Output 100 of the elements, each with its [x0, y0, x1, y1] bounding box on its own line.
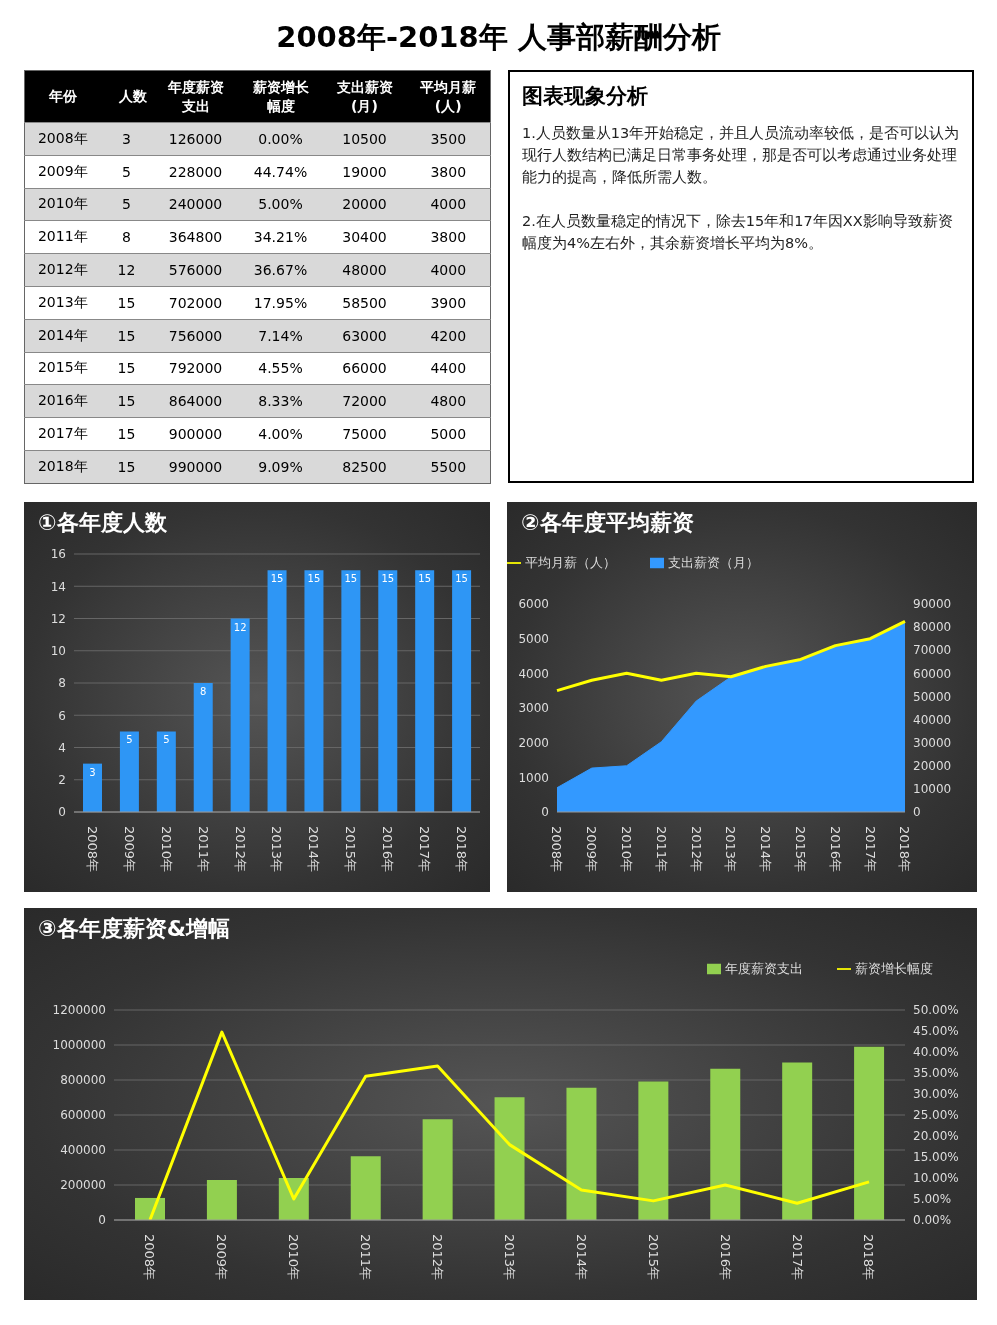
data-label: 4200 — [406, 319, 491, 353]
bar — [378, 569, 398, 812]
data-label: 228000 — [152, 155, 239, 189]
x-tick-label: 2017年 — [789, 1233, 805, 1280]
legend-label: 薪资增长幅度 — [855, 960, 933, 976]
data-label: 7.14% — [238, 319, 323, 353]
data-label: 34.21% — [238, 220, 323, 254]
data-label: 15 — [418, 572, 432, 584]
y-tick-label: 2 — [58, 772, 66, 787]
data-label: 756000 — [152, 319, 239, 353]
bar — [854, 1046, 885, 1220]
data-label: 12 — [100, 253, 153, 287]
data-label: 3800 — [406, 155, 491, 189]
y-tick-label: 4000 — [518, 666, 549, 681]
y-tick-label: 0 — [541, 805, 549, 820]
y2-tick-label: 0 — [913, 805, 921, 820]
data-label: 240000 — [152, 188, 239, 221]
text: 2.在人员数量稳定的情况下，除去15年和17年因XX影响导致薪资幅度为4%左右外，其余薪资增长平均为8%。 — [522, 212, 954, 253]
data-label: 3 — [89, 766, 96, 778]
legend-label: 平均月薪（人） — [525, 554, 616, 570]
x-tick-label: 2012年 — [430, 1233, 446, 1280]
y2-tick-label: 90000 — [913, 597, 952, 612]
x-tick-label: 2018年 — [861, 1233, 877, 1280]
bar — [304, 569, 324, 812]
data-label: 4000 — [406, 253, 491, 287]
y-tick-label: 2018年 — [24, 450, 101, 484]
y-tick-label: 800000 — [60, 1073, 106, 1088]
data-label: 126000 — [152, 122, 239, 156]
bar — [782, 1062, 813, 1220]
x-tick-label: 2018年 — [897, 825, 913, 872]
data-label: 900000 — [152, 417, 239, 451]
data-label: 5.00% — [238, 188, 323, 221]
y-tick-label: 2011年 — [24, 220, 101, 254]
x-tick-label: 2011年 — [653, 825, 669, 872]
x-tick-label: 2017年 — [862, 825, 878, 872]
y-tick-label: 16 — [50, 547, 66, 562]
bar — [415, 569, 435, 812]
data-label: 0.00% — [238, 122, 323, 156]
line-series — [148, 1030, 871, 1220]
data-label: 4.55% — [238, 352, 323, 385]
y2-tick-label: 10000 — [913, 781, 952, 796]
legend-label: 支出薪资（月） — [668, 554, 759, 570]
data-label: 15 — [455, 572, 468, 584]
y-tick-label: 6 — [58, 708, 66, 723]
bar — [193, 682, 213, 812]
data-label: 15 — [100, 352, 153, 385]
data-label: 15 — [100, 319, 153, 353]
x-tick-label: 2016年 — [717, 1233, 733, 1280]
x-tick-label: 2008年 — [142, 1233, 158, 1280]
data-label: 8.33% — [238, 384, 323, 418]
y-tick-label: 2015年 — [24, 352, 101, 385]
x-tick-label: 2014年 — [758, 825, 774, 872]
chart-title: ③各年度薪资&增幅 — [37, 914, 231, 943]
y2-tick-label: 30000 — [913, 735, 952, 750]
x-tick-label: 2010年 — [619, 825, 635, 872]
x-tick-label: 2009年 — [584, 825, 600, 872]
x-tick-label: 年度薪资支出 — [166, 77, 225, 116]
y-tick-label: 8 — [58, 676, 66, 691]
y2-tick-label: 15.00% — [913, 1150, 959, 1165]
bar — [710, 1068, 741, 1220]
chart-title: ①各年度人数 — [37, 508, 168, 537]
legend-label: 年度薪资支出 — [725, 960, 803, 976]
data-label: 4400 — [406, 352, 491, 385]
data-label: 82500 — [322, 450, 407, 484]
x-tick-label: 2014年 — [573, 1233, 589, 1280]
data-label: 72000 — [322, 384, 407, 418]
bar — [83, 763, 102, 812]
y-tick-label: 10 — [50, 643, 66, 658]
data-label: 5 — [100, 155, 153, 189]
y-tick-label: 6000 — [518, 597, 549, 612]
x-tick-label: 支出薪资(月) — [335, 77, 394, 116]
y-tick-label: 1000000 — [52, 1038, 106, 1053]
y2-tick-label: 35.00% — [913, 1066, 959, 1081]
x-tick-label: 2015年 — [645, 1233, 661, 1280]
x-tick-label: 2010年 — [158, 825, 174, 872]
data-label: 5000 — [406, 417, 491, 451]
bar — [267, 569, 287, 812]
text: 图表现象分析 — [522, 83, 649, 110]
y2-tick-label: 50000 — [913, 689, 952, 704]
data-label: 17.95% — [238, 286, 323, 320]
y-tick-label: 2016年 — [24, 384, 101, 418]
y2-tick-label: 20000 — [913, 758, 952, 773]
data-label: 36.67% — [238, 253, 323, 287]
data-label: 5 — [100, 188, 153, 221]
bar — [341, 569, 361, 812]
data-label: 3900 — [406, 286, 491, 320]
text: 1.人员数量从13年开始稳定，并且人员流动率较低，是否可以认为现行人数结构已满足日常事务处理，那是否可以考虑通过业务处理能力的提高，降低所需人数。 — [522, 124, 960, 187]
data-label: 4000 — [406, 188, 491, 221]
y-tick-label: 5000 — [518, 631, 549, 646]
y-tick-label: 600000 — [60, 1108, 106, 1123]
y2-tick-label: 10.00% — [913, 1171, 959, 1186]
x-tick-label: 薪资增长幅度 — [251, 77, 310, 116]
bar — [638, 1081, 669, 1220]
data-label: 15 — [100, 417, 153, 451]
y-tick-label: 3000 — [518, 701, 549, 716]
bar — [350, 1155, 381, 1220]
y2-tick-label: 50.00% — [913, 1003, 959, 1018]
x-tick-label: 2014年 — [306, 825, 322, 872]
data-label: 12 — [233, 621, 247, 633]
data-label: 30400 — [322, 220, 407, 254]
